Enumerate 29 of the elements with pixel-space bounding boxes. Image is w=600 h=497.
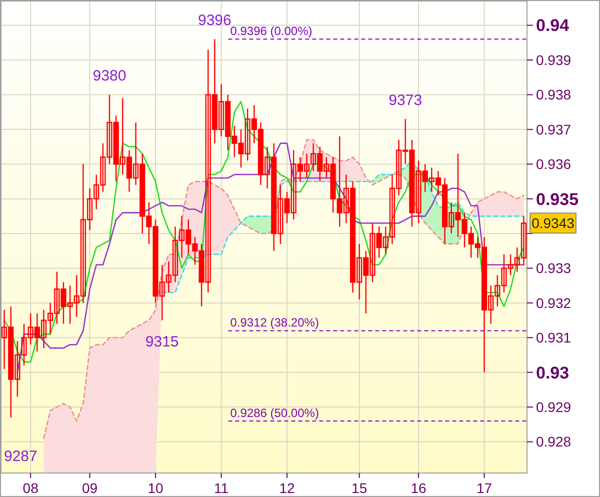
y-tick-label: 0.929 <box>536 398 572 415</box>
ref-line-label: 0.9286 (50.00%) <box>230 406 319 420</box>
y-tick-label: 0.93 <box>536 363 570 382</box>
y-tick-label: 0.939 <box>536 52 572 68</box>
y-tick-label: 0.933 <box>536 260 572 276</box>
y-tick-label: 0.935 <box>536 190 579 209</box>
x-tick-label: 17 <box>476 480 492 496</box>
annotation: 9373 <box>388 92 422 109</box>
y-tick-label: 0.937 <box>536 121 572 138</box>
y-tick-label: 0.931 <box>536 330 572 346</box>
x-tick-label: 12 <box>279 480 296 496</box>
y-tick-label: 0.932 <box>536 294 572 311</box>
x-tick-label: 11 <box>214 480 229 496</box>
annotation: 9287 <box>4 448 38 465</box>
annotation: 9380 <box>92 68 126 85</box>
x-tick-label: 10 <box>148 480 164 496</box>
y-tick-label: 0.938 <box>536 86 572 103</box>
annotation: 9396 <box>198 12 232 30</box>
text: 0.9343 <box>532 215 575 232</box>
y-tick-label: 0.94 <box>536 16 570 36</box>
x-tick-label: 16 <box>410 480 427 496</box>
x-tick-label: 09 <box>82 480 98 496</box>
annotation: 9315 <box>145 333 179 350</box>
ref-line-label: 0.9312 (38.20%) <box>230 316 319 330</box>
y-tick-label: 0.936 <box>536 156 572 172</box>
x-tick-label: 15 <box>352 480 368 496</box>
y-tick-label: 0.928 <box>536 434 572 450</box>
ref-line-label: 0.9396 (0.00%) <box>230 24 312 38</box>
x-tick-label: 08 <box>22 480 39 496</box>
